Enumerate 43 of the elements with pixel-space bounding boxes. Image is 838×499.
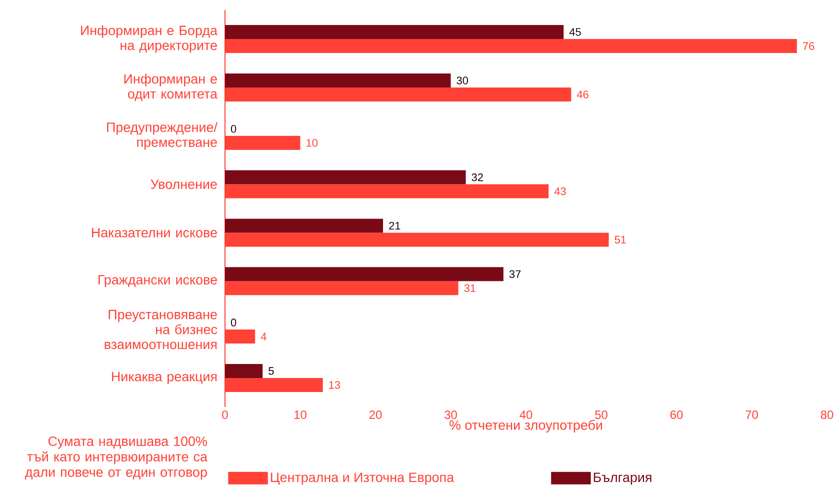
data-label: 32 <box>472 173 483 182</box>
bar <box>225 218 384 233</box>
x-tick-label: 60 <box>670 410 683 419</box>
y-tick-label: Никаква реакция <box>112 372 217 384</box>
y-tick-label: Информиран е Борда на директорите <box>81 25 218 53</box>
data-label: 0 <box>230 318 236 326</box>
x-tick-label: 70 <box>746 410 758 419</box>
x-tick-label: 20 <box>369 410 382 419</box>
y-tick-label: Граждански искове <box>98 275 217 288</box>
x-tick-label: 50 <box>595 410 608 419</box>
bar <box>225 170 466 184</box>
data-label: 4 <box>260 332 266 340</box>
text: Сумата надвишава 100% тъй като интервюираните са дали повече от един отговор <box>25 436 208 480</box>
data-label: 43 <box>554 187 566 196</box>
x-axis-title: % отчетени злоупотреби <box>450 420 602 432</box>
data-label: 13 <box>329 381 340 389</box>
data-label: 46 <box>576 90 588 98</box>
data-label: 37 <box>509 270 521 278</box>
y-tick-label: Информиран е одит комитета <box>124 74 218 102</box>
data-label: 76 <box>802 42 814 50</box>
legend-label: Централна и Източна Европа <box>270 472 454 485</box>
y-tick-label: Предупреждение/ преместване <box>107 122 218 150</box>
x-tick-label: 80 <box>820 410 834 419</box>
data-label: 0 <box>230 125 236 133</box>
data-label: 5 <box>268 367 274 375</box>
y-tick-label: Наказателни искове <box>92 228 217 238</box>
bar <box>225 73 451 88</box>
x-tick-label: 10 <box>294 410 306 419</box>
data-label: 31 <box>464 284 476 292</box>
bar <box>225 364 263 378</box>
bar <box>225 267 504 282</box>
x-tick-label: 0 <box>222 410 228 419</box>
data-label: 45 <box>569 28 581 36</box>
y-tick-label: Уволнение <box>150 180 217 189</box>
y-tick-label: Преустановяване на бизнес взаимоотношения <box>104 310 218 350</box>
x-tick-label: 40 <box>520 410 532 419</box>
data-label: 21 <box>389 222 400 230</box>
x-tick-label: 30 <box>444 410 457 419</box>
data-label: 51 <box>614 236 626 244</box>
data-label: 10 <box>306 139 318 147</box>
legend-label: България <box>594 472 652 485</box>
data-label: 30 <box>456 76 468 84</box>
bar <box>225 25 564 40</box>
